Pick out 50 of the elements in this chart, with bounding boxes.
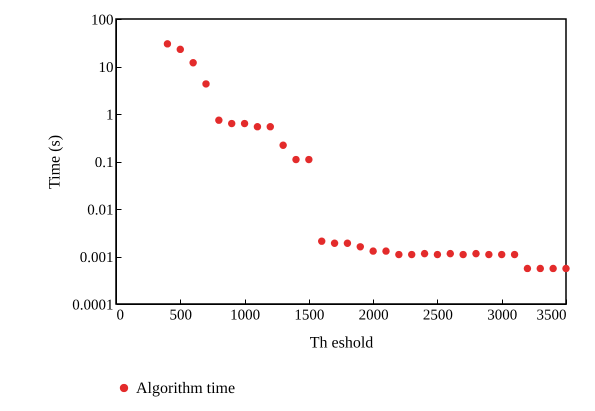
point	[164, 40, 172, 48]
y-axis-title: Time (s)	[46, 134, 64, 190]
y-tick-label: 0.001	[80, 250, 114, 266]
point	[356, 243, 364, 251]
point	[510, 250, 518, 258]
point	[536, 264, 544, 272]
point	[459, 250, 467, 258]
point	[420, 250, 428, 258]
point	[228, 120, 236, 128]
point	[434, 250, 442, 258]
x-tick-label: 3000	[487, 308, 518, 324]
point	[240, 120, 248, 128]
point	[498, 250, 506, 258]
point	[215, 116, 223, 124]
x-tick-label: 3500	[536, 308, 566, 324]
point	[485, 250, 493, 258]
point	[202, 80, 210, 88]
legend-label: Algorithm time	[136, 380, 236, 397]
x-tick-label: 1500	[294, 308, 324, 324]
point	[369, 247, 377, 255]
x-tick-label: 0	[116, 308, 124, 324]
x-tick-label: 1000	[230, 308, 260, 324]
y-tick-label: 10	[98, 60, 114, 76]
point	[562, 264, 570, 272]
point	[330, 240, 338, 247]
point	[305, 156, 313, 164]
point	[279, 142, 287, 149]
point	[176, 46, 184, 54]
point	[292, 156, 300, 164]
point	[524, 264, 532, 272]
y-tick-label: 0.01	[87, 202, 114, 218]
point	[472, 250, 480, 258]
point	[382, 247, 390, 255]
x-tick-label: 2000	[358, 308, 389, 324]
x-axis-title: Th eshold	[310, 334, 374, 352]
y-tick-label: 0.0001	[72, 298, 114, 314]
y-tick-label: 100	[91, 12, 114, 28]
point	[408, 250, 416, 258]
point	[189, 59, 197, 66]
point	[395, 250, 403, 258]
point	[344, 240, 352, 247]
x-tick-label: 2500	[422, 308, 453, 324]
point	[446, 250, 454, 258]
y-tick-label: 0.1	[94, 155, 114, 171]
point	[254, 123, 262, 130]
point	[266, 123, 274, 130]
x-tick-label: 500	[170, 308, 192, 324]
point	[549, 264, 557, 272]
point	[318, 237, 326, 245]
y-tick-label: 1	[106, 108, 114, 124]
